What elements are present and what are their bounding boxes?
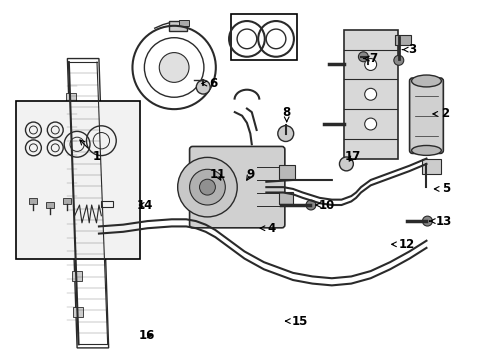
Text: 3: 3 <box>402 43 415 56</box>
Bar <box>394 35 410 45</box>
Circle shape <box>196 80 210 94</box>
Text: 4: 4 <box>260 222 275 235</box>
Text: 5: 5 <box>433 183 449 195</box>
Text: 9: 9 <box>245 168 254 181</box>
Text: 12: 12 <box>391 238 414 251</box>
Circle shape <box>277 126 293 141</box>
Text: 14: 14 <box>137 198 153 212</box>
Bar <box>101 202 113 207</box>
Circle shape <box>177 157 237 217</box>
Bar <box>421 158 441 175</box>
Circle shape <box>364 88 376 100</box>
Circle shape <box>199 179 215 195</box>
Bar <box>278 192 292 204</box>
Circle shape <box>422 216 431 226</box>
Bar <box>231 14 296 60</box>
Text: 11: 11 <box>209 168 225 181</box>
Text: 1: 1 <box>80 140 101 163</box>
Bar <box>179 20 188 26</box>
Circle shape <box>189 169 225 205</box>
Bar <box>46 202 54 208</box>
Circle shape <box>364 118 376 130</box>
Bar <box>29 198 37 204</box>
Text: 16: 16 <box>138 329 154 342</box>
Text: 7: 7 <box>363 52 376 65</box>
Bar <box>72 271 82 282</box>
Text: 17: 17 <box>345 150 361 163</box>
FancyBboxPatch shape <box>189 147 285 228</box>
Bar <box>343 30 398 159</box>
Text: 8: 8 <box>282 105 290 122</box>
Text: 10: 10 <box>315 198 334 212</box>
Bar <box>66 93 76 103</box>
Bar <box>63 198 71 204</box>
Circle shape <box>358 52 367 62</box>
Bar <box>71 236 81 246</box>
Circle shape <box>393 55 403 65</box>
Text: 13: 13 <box>429 215 450 228</box>
Circle shape <box>305 200 315 210</box>
Ellipse shape <box>411 145 441 156</box>
Text: 6: 6 <box>202 77 217 90</box>
Text: 15: 15 <box>285 315 308 328</box>
Bar <box>17 102 140 258</box>
Bar <box>73 307 83 317</box>
Circle shape <box>364 59 376 71</box>
Bar <box>67 129 77 139</box>
Bar <box>70 200 80 210</box>
Text: 2: 2 <box>432 107 448 120</box>
Bar <box>68 164 79 174</box>
Ellipse shape <box>411 75 441 87</box>
FancyBboxPatch shape <box>409 78 443 153</box>
Circle shape <box>339 157 353 171</box>
Bar <box>169 21 187 31</box>
Circle shape <box>159 53 189 82</box>
Bar <box>278 165 294 179</box>
